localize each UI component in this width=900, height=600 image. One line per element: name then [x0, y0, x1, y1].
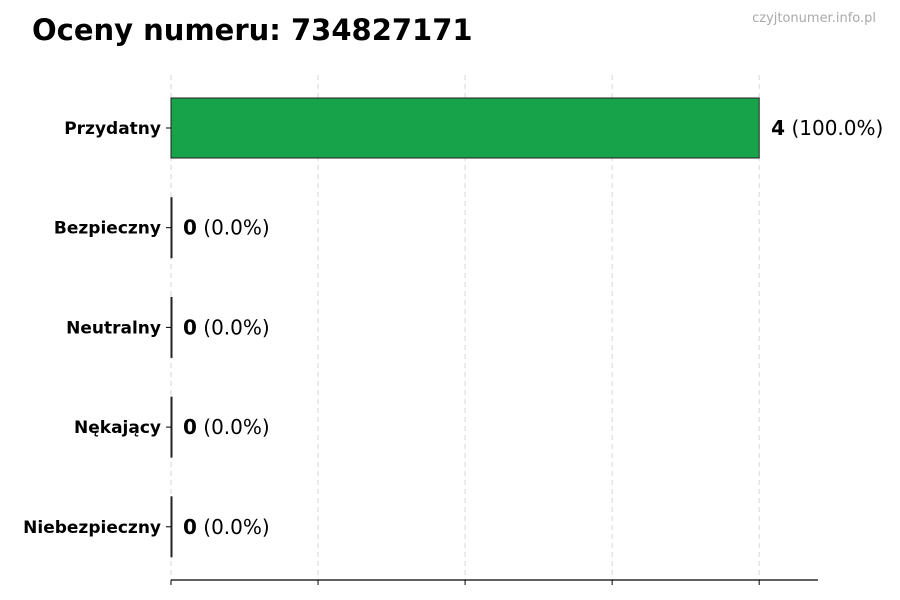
data-label: 0 (0.0%)	[183, 515, 270, 539]
data-label: 4 (100.0%)	[771, 116, 883, 140]
bar	[170, 197, 173, 259]
percent-label: (0.0%)	[197, 216, 270, 240]
percent-label: (100.0%)	[785, 116, 883, 140]
value-label: 0	[183, 315, 197, 339]
data-label: 0 (0.0%)	[183, 315, 270, 339]
category-label: Bezpieczny	[54, 219, 161, 239]
category-label: Neutralny	[66, 318, 161, 338]
bar	[170, 496, 173, 558]
category-label: Niebezpieczny	[23, 518, 161, 538]
category-label: Przydatny	[64, 119, 161, 139]
bar	[170, 296, 173, 358]
value-label: 4	[771, 116, 785, 140]
chart-title: Oceny numeru: 734827171	[32, 13, 473, 47]
data-label: 0 (0.0%)	[183, 415, 270, 439]
value-label: 0	[183, 515, 197, 539]
percent-label: (0.0%)	[197, 315, 270, 339]
bar	[170, 396, 173, 458]
watermark: czyjtonumer.info.pl	[752, 11, 876, 26]
percent-label: (0.0%)	[197, 515, 270, 539]
percent-label: (0.0%)	[197, 415, 270, 439]
value-label: 0	[183, 216, 197, 240]
bars	[170, 97, 760, 558]
labels: Przydatny 4 (100.0%) Bezpieczny 0 (0.0%) Neu…	[23, 116, 883, 539]
value-label: 0	[183, 415, 197, 439]
category-label: Nękający	[74, 418, 161, 438]
axes	[166, 127, 818, 585]
bar	[170, 97, 760, 159]
data-label: 0 (0.0%)	[183, 216, 270, 240]
